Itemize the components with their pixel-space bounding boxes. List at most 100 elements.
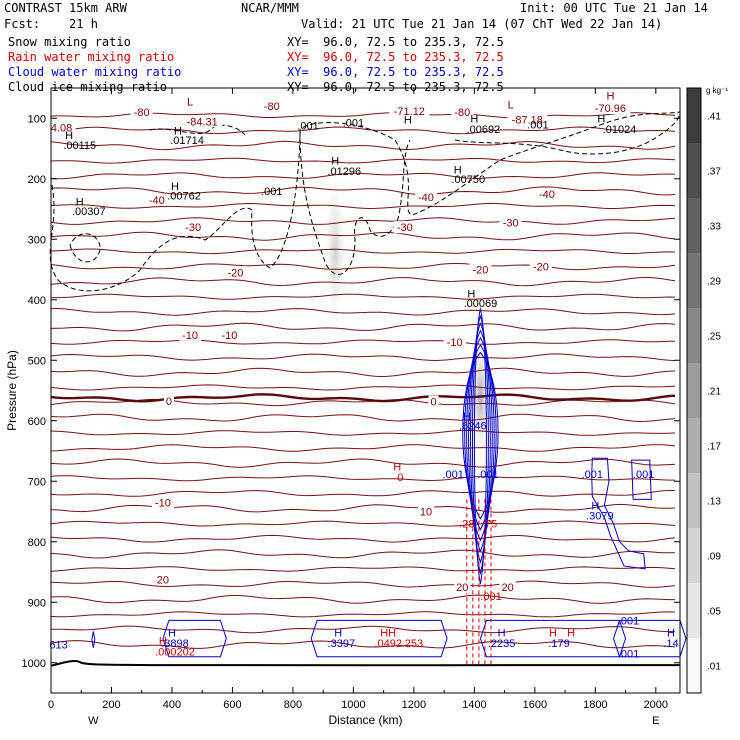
colorbar-segment bbox=[687, 363, 701, 418]
contour-label-bg bbox=[182, 115, 223, 128]
contour-label-bg bbox=[182, 221, 205, 234]
cloud-ice-contour bbox=[299, 131, 411, 275]
extremum-label: .001 bbox=[261, 186, 282, 198]
temperature-contour bbox=[50, 276, 676, 287]
temperature-contour bbox=[50, 640, 676, 649]
plot-frame bbox=[50, 87, 681, 694]
colorbar-label: .29 bbox=[707, 277, 721, 288]
x-tick-label: 400 bbox=[163, 699, 181, 711]
extremum-label: H bbox=[171, 181, 179, 193]
colorbar-label: .17 bbox=[707, 442, 721, 453]
temperature-contour bbox=[50, 126, 676, 135]
contour-label-bg bbox=[224, 266, 247, 279]
y-tick-label: 100 bbox=[28, 113, 46, 125]
cloud-water-contour bbox=[468, 329, 493, 553]
extremum-label: H bbox=[334, 628, 342, 640]
cloud-water-contour bbox=[471, 314, 489, 576]
contour-label: -80 bbox=[134, 107, 150, 119]
y-tick-label: 900 bbox=[28, 597, 46, 609]
colorbar-segment bbox=[687, 88, 701, 143]
temperature-contour bbox=[51, 293, 676, 300]
extremum-label: .6246 bbox=[459, 421, 487, 433]
extremum-label: H bbox=[498, 628, 506, 640]
temperature-contour bbox=[50, 413, 676, 423]
extremum-label: .01714 bbox=[170, 135, 204, 147]
x-tick-label: 200 bbox=[102, 699, 120, 711]
colorbar-segment bbox=[687, 583, 701, 638]
temperature-contour bbox=[50, 520, 676, 527]
field-rain-name: Rain water mixing ratio bbox=[8, 50, 175, 64]
field-cloudwater-xy: XY= 96.0, 72.5 to 235.3, 72.5 bbox=[287, 65, 504, 79]
contour-label-bg bbox=[428, 395, 439, 408]
extremum-label: .3397 bbox=[328, 638, 356, 650]
contour-label-bg bbox=[499, 581, 516, 594]
contour-label-bg bbox=[590, 101, 631, 114]
extremum-label: H bbox=[404, 114, 412, 126]
contour-label: 4.08 bbox=[51, 122, 72, 134]
extremum-label: H bbox=[591, 500, 599, 512]
temperature-contour bbox=[50, 263, 676, 271]
contour-label: -70.96 bbox=[595, 103, 626, 115]
contour-label-bg bbox=[451, 106, 474, 119]
contour-label-bg bbox=[454, 581, 471, 594]
colorbar-frame bbox=[686, 87, 702, 694]
extremum-label: H bbox=[567, 628, 575, 640]
cloud-water-contour bbox=[466, 336, 495, 542]
y-tick-label: 800 bbox=[28, 537, 46, 549]
extremum-label: H bbox=[597, 113, 605, 125]
terrain-surface bbox=[50, 660, 681, 667]
field-cloudwater-name: Cloud water mixing ratio bbox=[8, 65, 182, 79]
temperature-contour bbox=[50, 157, 676, 164]
temperature-contour bbox=[50, 580, 676, 588]
extremum-label: .01024 bbox=[603, 124, 637, 136]
contour-label: 20 bbox=[157, 574, 169, 586]
extremum-label: 75 bbox=[485, 519, 497, 531]
contour-label: -10 bbox=[155, 497, 171, 509]
valid-time: Valid: 21 UTC Tue 21 Jan 14 (07 ChT Wed … bbox=[301, 17, 663, 31]
temperature-contour bbox=[50, 611, 676, 618]
cloud-water-contour bbox=[631, 459, 652, 500]
contour-label: -10 bbox=[221, 330, 237, 342]
contour-label: -20 bbox=[533, 261, 549, 273]
extremum-label: H bbox=[168, 628, 176, 640]
extremum-label: 0 bbox=[397, 472, 403, 484]
temperature-contour bbox=[50, 458, 676, 468]
x-tick-label: 600 bbox=[223, 699, 241, 711]
contour-label-bg bbox=[47, 121, 76, 134]
extremum-label: .14 bbox=[663, 638, 678, 650]
extremum-label: H bbox=[467, 289, 475, 301]
field-cloudice-xy: XY= 96.0, 72.5 to 235.3, 72.5 bbox=[287, 80, 504, 94]
contour-label-bg bbox=[414, 190, 437, 203]
contour-label-bg bbox=[154, 573, 171, 586]
zero-isotherm bbox=[50, 393, 676, 403]
extremum-label: HH bbox=[380, 628, 396, 640]
east-label: E bbox=[652, 715, 659, 727]
temperature-contour bbox=[50, 594, 675, 604]
contour-label: -30 bbox=[397, 222, 413, 234]
contour-label: -30 bbox=[185, 222, 201, 234]
contour-label: 20 bbox=[456, 582, 468, 594]
cloud-water-contour bbox=[473, 306, 487, 585]
extremum-label: H bbox=[65, 130, 73, 142]
extremum-label: H bbox=[470, 113, 478, 125]
extremum-label: H bbox=[174, 125, 182, 137]
extremum-label: .001 bbox=[442, 469, 463, 481]
colorbar-label: .41 bbox=[707, 112, 721, 123]
extremum-label: .00750 bbox=[451, 174, 485, 186]
forecast-hour: Fcst: 21 h bbox=[4, 17, 98, 31]
temperature-contour bbox=[50, 429, 676, 436]
temperature-contour bbox=[50, 248, 676, 255]
contour-label: 0 bbox=[166, 396, 172, 408]
extremum-label: .00307 bbox=[72, 206, 106, 218]
temperature-contour bbox=[50, 202, 676, 210]
extremum-label: .001 bbox=[477, 469, 498, 481]
cloud-water-contour bbox=[470, 322, 491, 564]
temperature-contour bbox=[50, 140, 676, 151]
temperature-contour bbox=[50, 367, 676, 378]
temperature-contour bbox=[50, 353, 676, 362]
extremum-label: .00762 bbox=[167, 191, 201, 203]
contour-label: -10 bbox=[182, 330, 198, 342]
extremum-label: H bbox=[454, 165, 462, 177]
colorbar-label: .09 bbox=[707, 552, 721, 563]
